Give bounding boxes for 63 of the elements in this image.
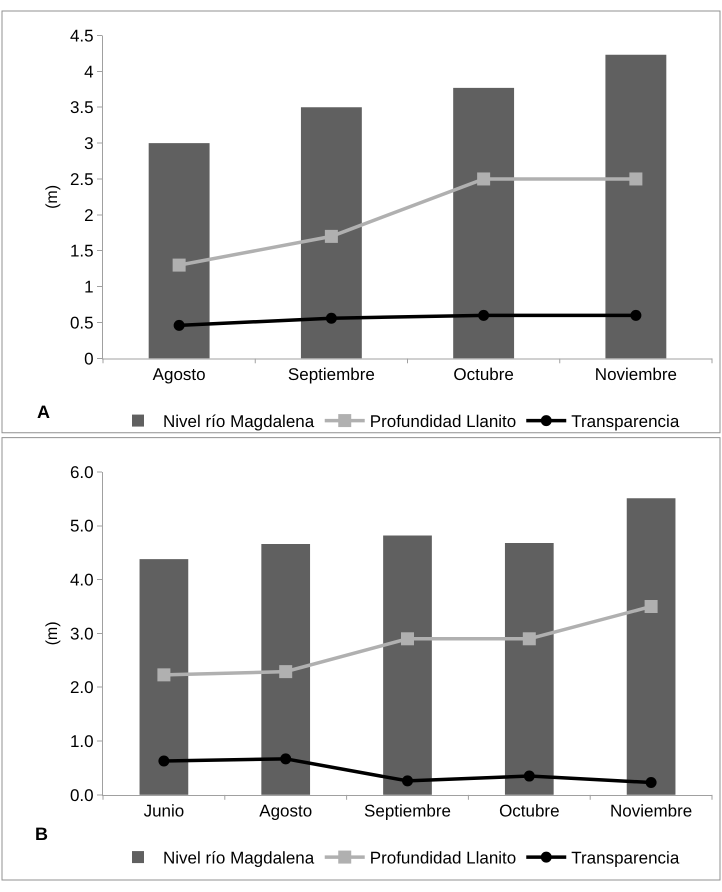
point — [279, 665, 292, 678]
y-tick-label: 0.0 — [70, 786, 94, 805]
point — [324, 230, 338, 243]
bar — [626, 498, 676, 795]
y-tick-label: 3.5 — [70, 98, 94, 118]
legend-label: Transparencia — [571, 848, 680, 868]
point — [174, 320, 185, 331]
bar — [453, 88, 514, 358]
y-tick-label: 6.0 — [70, 462, 94, 482]
point — [630, 310, 642, 321]
bar — [148, 143, 210, 358]
point — [280, 753, 292, 764]
legend-label: Transparencia — [571, 412, 680, 432]
legend-label: Nivel río Magdalena — [163, 412, 315, 432]
point — [646, 777, 657, 788]
bar — [383, 535, 432, 795]
y-tick-label: 1.5 — [70, 242, 94, 261]
bar — [261, 544, 310, 795]
x-tick-label: Septiembre — [364, 801, 451, 820]
x-tick-label: Septiembre — [288, 364, 375, 384]
y-tick-label: 4 — [84, 62, 94, 82]
text: B — [35, 824, 48, 844]
point — [157, 668, 170, 682]
y-axis-title: (m) — [44, 621, 61, 646]
x-tick-label: Noviembre — [610, 801, 692, 820]
legend-label: Profundidad Llanito — [370, 848, 516, 868]
x-tick-label: Agosto — [152, 364, 206, 384]
y-axis-title: (m) — [44, 184, 61, 209]
x-tick-label: Agosto — [259, 801, 312, 820]
point — [402, 775, 413, 786]
x-tick-label: Junio — [144, 801, 184, 820]
y-tick-label: 3 — [84, 134, 94, 154]
point — [172, 258, 186, 272]
bar — [605, 54, 666, 358]
point — [522, 632, 536, 646]
x-tick-label: Noviembre — [594, 364, 677, 384]
y-tick-label: 0.5 — [70, 313, 94, 332]
y-tick-label: 4.0 — [70, 570, 94, 590]
bar — [300, 107, 362, 358]
bar — [140, 559, 188, 795]
y-tick-label: 0 — [84, 349, 94, 368]
bar — [504, 542, 554, 795]
point — [477, 172, 490, 186]
x-tick-label: Octubre — [453, 364, 514, 384]
x-tick-label: Octubre — [499, 801, 560, 820]
point — [326, 312, 337, 324]
y-tick-label: 2.5 — [70, 170, 94, 189]
y-tick-label: 1 — [84, 278, 94, 297]
point — [524, 770, 535, 782]
point — [401, 632, 414, 646]
point — [644, 600, 658, 613]
y-tick-label: 1.0 — [70, 732, 94, 752]
y-tick-label: 2 — [84, 206, 94, 225]
y-tick-label: 3.0 — [70, 624, 94, 644]
y-tick-label: 4.5 — [70, 26, 94, 46]
text: A — [37, 402, 50, 422]
legend-label: Nivel río Magdalena — [163, 848, 315, 868]
point — [629, 172, 642, 186]
point — [478, 310, 490, 321]
y-tick-label: 2.0 — [70, 678, 94, 698]
y-tick-label: 5.0 — [70, 516, 94, 536]
point — [158, 755, 170, 766]
legend-label: Profundidad Llanito — [370, 412, 516, 432]
